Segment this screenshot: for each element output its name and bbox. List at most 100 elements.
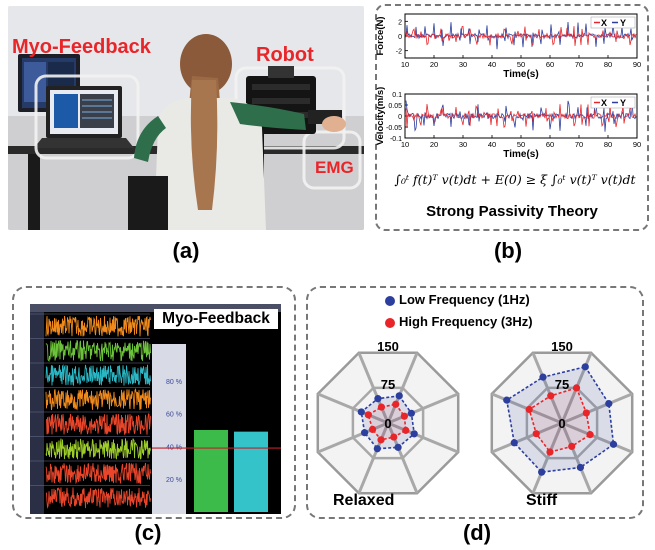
- y-axis-label: Velocity(m/s): [375, 87, 386, 146]
- y-axis-label: Force(N): [375, 16, 386, 55]
- radar-point: [510, 439, 518, 447]
- radar-point: [547, 392, 555, 400]
- radar-relaxed: 150 75 0: [316, 339, 460, 495]
- x-tick-label: 10: [401, 60, 409, 69]
- feedback-bar: [234, 431, 268, 512]
- radar-spoke: [317, 392, 389, 425]
- radar-point: [568, 442, 576, 451]
- x-tick-label: 30: [459, 60, 467, 69]
- radar-tick-label: 150: [377, 339, 399, 354]
- radar-tick-label: 75: [555, 377, 569, 392]
- emg-screen: 80 % 60 % 40 % 20 %: [30, 304, 281, 514]
- velocity-plot: 0.1 0.05 0 -0.05 -0.110 20 30 40 50 60 70 80 90 Veloc…: [375, 87, 641, 160]
- radar-point: [410, 430, 418, 438]
- radar-point: [539, 373, 547, 381]
- emg-channel-trace: [45, 487, 151, 509]
- legend-high-text: High Frequency (3Hz): [399, 314, 533, 329]
- passivity-panel: [375, 4, 649, 231]
- y-tick-label: -0.05: [386, 125, 402, 132]
- radar-spoke: [531, 422, 564, 494]
- legend-low-text: Low Frequency (1Hz): [399, 292, 530, 307]
- x-tick-label: 10: [401, 140, 409, 149]
- radar-point: [377, 436, 385, 444]
- x-tick-label: 80: [604, 60, 612, 69]
- radar-point: [525, 405, 533, 414]
- high-frequency-dot: [385, 317, 395, 328]
- y-tick-label: 0: [398, 34, 402, 41]
- y-tick-label: -2: [396, 49, 402, 56]
- x-tick-label: 70: [575, 140, 583, 149]
- legend-y-label: Y: [620, 18, 626, 28]
- radar-spoke: [561, 392, 633, 425]
- radar-series-polygon: [505, 365, 615, 473]
- radar-series-polygon: [528, 386, 591, 453]
- radar-spoke: [560, 422, 593, 494]
- radar-stiff: 150 75 0: [490, 339, 634, 495]
- legend-low: Low Frequency (1Hz): [385, 292, 530, 307]
- emg-channel-trace: [45, 339, 151, 363]
- emg-channel-trace: [45, 462, 151, 485]
- x-tick-label: 50: [517, 140, 525, 149]
- radar-point: [373, 445, 381, 453]
- x-tick-label: 20: [430, 140, 438, 149]
- x-axis-label: Time(s): [503, 149, 538, 160]
- legend-y-label: Y: [620, 98, 626, 108]
- radar-point: [546, 448, 554, 456]
- legend-x-label: X: [601, 18, 607, 28]
- setup-illustration: [8, 6, 364, 230]
- radar-point: [402, 426, 410, 434]
- panel-b-label: (b): [493, 238, 523, 263]
- legend-x-label: X: [601, 98, 607, 108]
- radar-spoke: [357, 422, 390, 494]
- radar-point: [392, 400, 400, 408]
- radar-point: [538, 468, 546, 476]
- x-tick-label: 30: [459, 140, 467, 149]
- emg-channel-trace: [45, 315, 151, 337]
- radar-spoke: [357, 352, 390, 424]
- scale-background: [152, 344, 186, 514]
- radar-point: [586, 431, 594, 439]
- y-tick-label: 0: [398, 114, 402, 121]
- feedback-bar: [194, 430, 228, 512]
- stiff-label: Stiff: [526, 492, 558, 509]
- radar-point: [400, 412, 408, 420]
- radar-point: [390, 433, 398, 441]
- radar-point: [407, 409, 416, 417]
- radar-tick-label: 0: [384, 416, 391, 431]
- series-x-line: [405, 25, 637, 46]
- x-tick-label: 50: [517, 60, 525, 69]
- robot-setup-photo: Myo-Feedback Robot EMG: [8, 6, 364, 230]
- x-tick-label: 60: [546, 140, 554, 149]
- radar-point: [576, 463, 585, 472]
- radar-spoke: [561, 421, 633, 454]
- x-tick-label: 60: [546, 60, 554, 69]
- radar-point: [395, 392, 403, 400]
- x-tick-label: 20: [430, 60, 438, 69]
- radar-point: [503, 396, 511, 404]
- robot-label: Robot: [256, 44, 314, 66]
- x-tick-label: 80: [604, 140, 612, 149]
- y-tick-label: -0.1: [390, 136, 402, 143]
- radar-point: [374, 395, 382, 403]
- x-tick-label: 40: [488, 60, 496, 69]
- radar-point: [377, 403, 386, 411]
- x-tick-label: 90: [633, 140, 641, 149]
- radar-spoke: [387, 421, 459, 454]
- radar-tick-label: 150: [551, 339, 573, 354]
- percent-tick-label: 80 %: [166, 379, 182, 386]
- radar-point: [360, 429, 369, 437]
- passivity-equation: ∫₀ᵗ f(t)ᵀ v(t)dt + E(0) ≥ ξ ∫₀ᵗ v(t)ᵀ v(…: [394, 172, 636, 187]
- radar-panel: [306, 286, 644, 519]
- radar-point: [357, 408, 365, 416]
- radar-spoke: [317, 421, 389, 454]
- y-tick-label: 0.05: [388, 103, 402, 110]
- panel-a-label: (a): [172, 238, 200, 263]
- panel-c-label: (c): [134, 520, 162, 545]
- percent-tick-label: 60 %: [166, 412, 182, 419]
- emg-channel-trace: [45, 438, 151, 460]
- emg-channel-trace: [45, 364, 151, 387]
- emg-display: 80 %60 %40 %20 %: [30, 304, 281, 514]
- relaxed-label: Relaxed: [333, 492, 395, 509]
